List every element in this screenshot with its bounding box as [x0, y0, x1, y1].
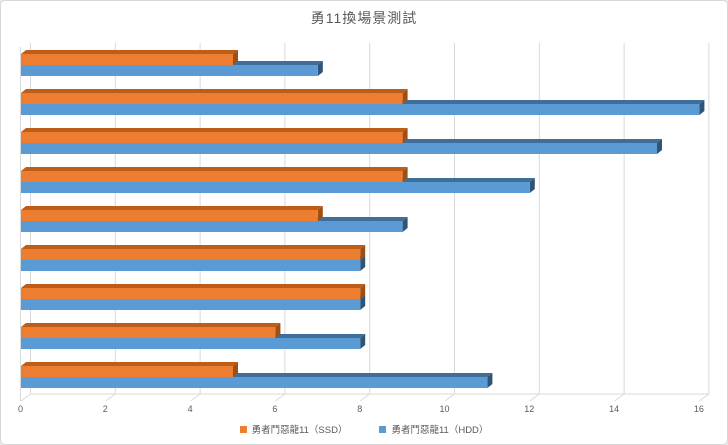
- bar-ssd-4-end: [402, 167, 408, 182]
- bar-hdd-2: [21, 104, 700, 115]
- axis-tick: [614, 393, 625, 402]
- bar-ssd-9-end: [233, 362, 238, 377]
- bar-hdd-3-end: [657, 139, 662, 154]
- bar-ssd-1-end: [233, 50, 238, 65]
- bar-ssd-7-end: [360, 284, 366, 299]
- axis-tick: [444, 393, 455, 402]
- legend-label-hdd: 勇者鬥惡龍11（HDD）: [391, 425, 489, 436]
- bar-hdd-5-end: [402, 217, 408, 232]
- legend-swatch-hdd-icon: [379, 425, 387, 433]
- bar-hdd-6: [21, 260, 361, 271]
- x-axis-label: 8: [357, 404, 362, 414]
- axis-tick: [359, 393, 370, 402]
- bar-hdd-3: [21, 143, 657, 154]
- bar-ssd-9-top: [21, 362, 238, 366]
- bar-hdd-9-end: [487, 373, 493, 388]
- x-axis-label: 14: [609, 404, 619, 414]
- bar-hdd-4-end: [529, 178, 535, 193]
- bar-hdd-4: [21, 182, 530, 193]
- bar-ssd-9: [21, 366, 233, 377]
- axis-tick: [275, 393, 286, 402]
- bar-ssd-3-top: [21, 128, 408, 132]
- bar-hdd-1: [21, 65, 318, 76]
- legend-swatch-ssd-icon: [239, 425, 247, 433]
- bar-ssd-8-end: [275, 323, 281, 338]
- bar-ssd-5-end: [317, 206, 323, 221]
- legend-item-ssd[interactable]: 勇者鬥惡龍11（SSD）: [239, 422, 348, 436]
- bar-hdd-8: [21, 338, 361, 349]
- bar-ssd-2-top: [21, 89, 408, 93]
- axis-tick: [529, 393, 540, 402]
- bar-ssd-1: [21, 54, 233, 65]
- bar-ssd-7-top: [21, 284, 366, 288]
- bar-hdd-1-end: [317, 61, 323, 76]
- legend-item-hdd[interactable]: 勇者鬥惡龍11（HDD）: [379, 422, 488, 436]
- axis-tick: [105, 393, 116, 402]
- bar-ssd-6-top: [21, 245, 366, 249]
- bar-ssd-6: [21, 249, 361, 260]
- chart-title: 勇11換場景測試: [310, 10, 418, 26]
- bar-ssd-3: [21, 132, 403, 143]
- bar-ssd-7: [21, 288, 361, 299]
- axis-tick: [20, 393, 31, 402]
- axis-tick: [699, 393, 710, 402]
- axis-tick: [190, 393, 201, 402]
- legend: 勇者鬥惡龍11（SSD） 勇者鬥惡龍11（HDD）: [1, 422, 727, 436]
- bar-ssd-8: [21, 327, 276, 338]
- bar-ssd-4: [21, 171, 403, 182]
- bar-ssd-1-top: [21, 50, 238, 54]
- x-axis-label: 2: [103, 404, 108, 414]
- bar-ssd-5-top: [21, 206, 323, 210]
- x-axis-label: 10: [439, 404, 449, 414]
- bar-hdd-7-end: [360, 295, 366, 310]
- x-axis-label: 0: [18, 404, 23, 414]
- bar-hdd-9: [21, 377, 488, 388]
- x-axis-label: 6: [272, 404, 277, 414]
- x-axis-label: 12: [524, 404, 534, 414]
- bar-ssd-6-end: [360, 245, 366, 260]
- bar-ssd-2: [21, 93, 403, 104]
- bar-ssd-5: [21, 210, 318, 221]
- legend-label-ssd: 勇者鬥惡龍11（SSD）: [251, 425, 348, 436]
- x-axis-label: 4: [188, 404, 193, 414]
- bar-hdd-5: [21, 221, 403, 232]
- bar-ssd-3-end: [402, 128, 408, 143]
- bar-ssd-8-top: [21, 323, 281, 327]
- bar-ssd-2-end: [402, 89, 408, 104]
- bar-hdd-2-end: [699, 100, 705, 115]
- bar-hdd-6-end: [360, 256, 366, 271]
- bar-hdd-8-end: [360, 334, 366, 349]
- x-axis-label: 16: [694, 404, 704, 414]
- bar-hdd-7: [21, 299, 361, 310]
- bar-ssd-4-top: [21, 167, 408, 171]
